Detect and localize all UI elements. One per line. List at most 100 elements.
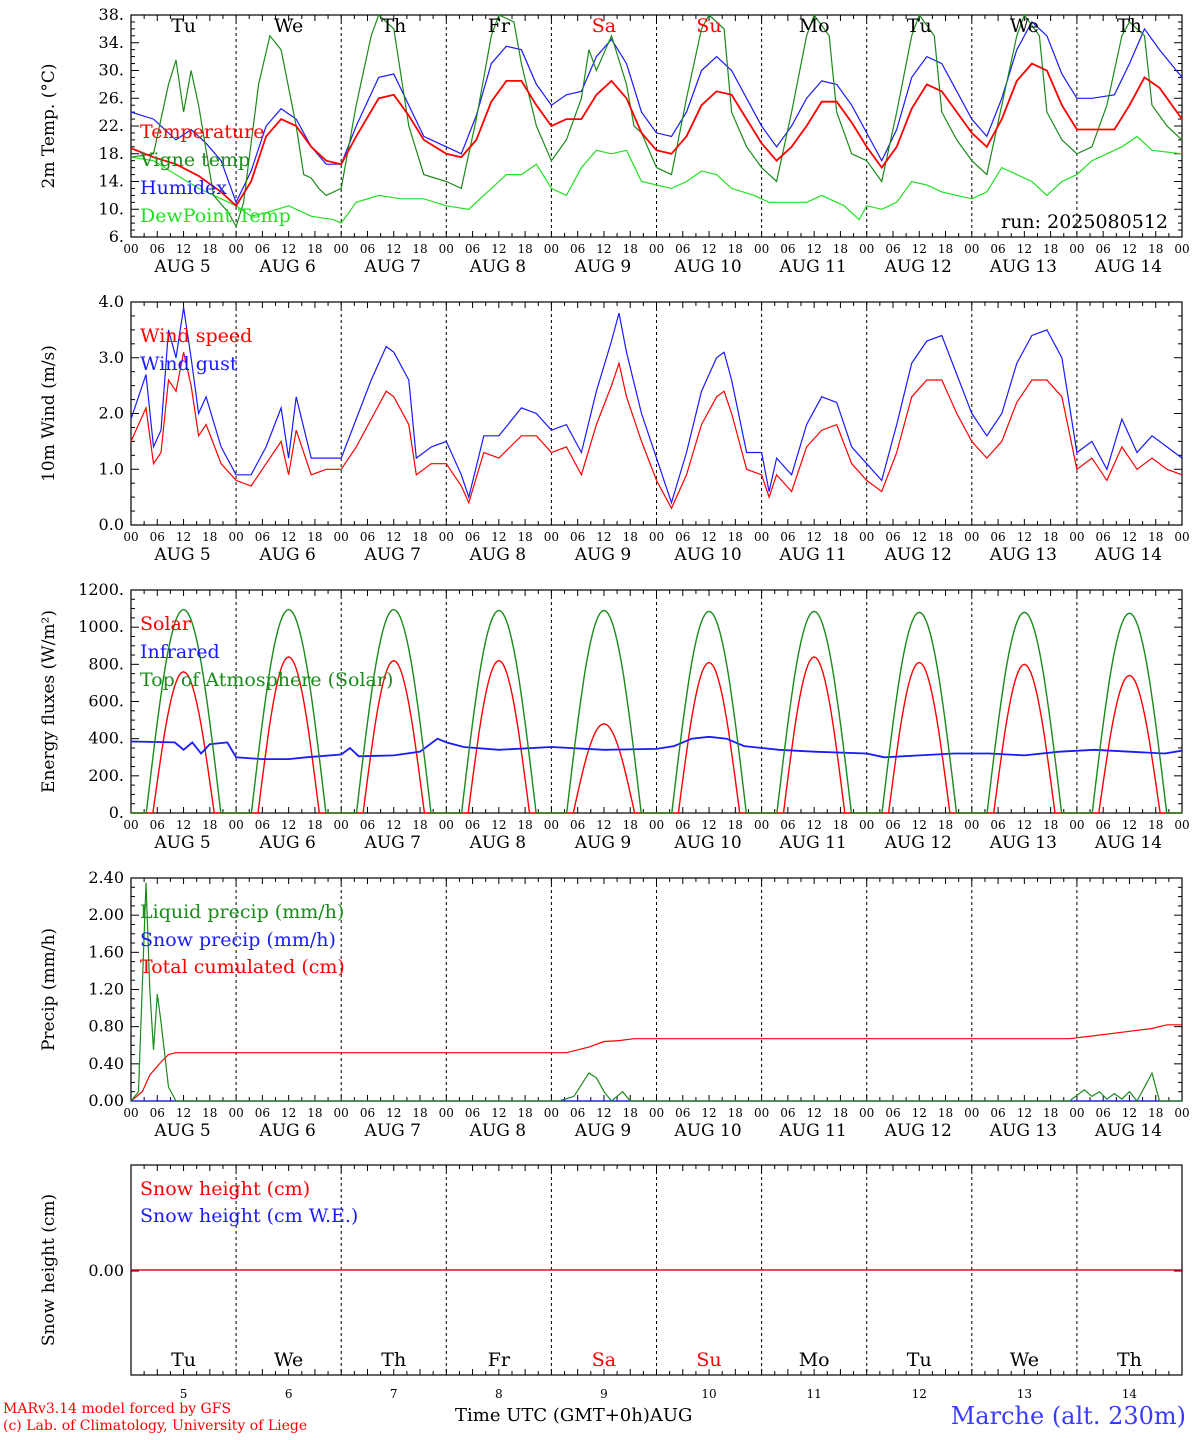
date-label: AUG 7 [364,833,421,853]
date-label: AUG 8 [469,257,526,277]
hour-tick-label: 18 [833,1106,848,1120]
hour-tick-label: 12 [912,242,927,256]
run-label: run: 2025080512 [1001,211,1168,233]
legend-snow-height-cm-: Snow height (cm) [140,1178,310,1200]
hour-tick-label: 18 [412,818,427,832]
hour-tick-label: 00 [439,242,454,256]
hour-tick-label: 18 [728,530,743,544]
hour-tick-label: 18 [202,242,217,256]
hour-tick-label: 18 [1043,242,1058,256]
hour-tick-label: 12 [701,1106,716,1120]
date-number: 10 [701,1387,716,1401]
hour-tick-label: 18 [728,1106,743,1120]
y-tick-label: 10. [99,199,124,218]
hour-tick-label: 00 [754,530,769,544]
hour-tick-label: 18 [307,1106,322,1120]
hour-tick-label: 00 [228,818,243,832]
hour-tick-label: 18 [728,818,743,832]
date-label: AUG 14 [1094,545,1162,565]
weekday-label: Sa [592,1349,616,1371]
y-tick-label: 800. [88,654,124,673]
hour-tick-label: 06 [1096,1106,1111,1120]
date-label: AUG 6 [258,257,315,277]
hour-tick-label: 00 [544,242,559,256]
hour-tick-label: 06 [150,818,165,832]
weekday-label: We [274,1349,303,1371]
hour-tick-label: 00 [754,818,769,832]
legend-snow-precip-mm-h-: Snow precip (mm/h) [140,929,336,951]
series-line-temperature [130,62,1183,208]
hour-tick-label: 06 [255,1106,270,1120]
legend-dewpoint-temp: DewPoint Temp [140,205,291,227]
hour-tick-label: 00 [228,1106,243,1120]
date-number: 6 [285,1387,293,1401]
hour-tick-label: 12 [176,1106,191,1120]
x-axis-title: Time UTC (GMT+0h)AUG [455,1405,692,1426]
hour-tick-label: 00 [1069,1106,1084,1120]
date-label: AUG 14 [1094,1121,1162,1141]
weekday-label: We [1010,1349,1039,1371]
date-label: AUG 10 [673,545,741,565]
date-label: AUG 9 [574,1121,631,1141]
hour-tick-label: 06 [885,1106,900,1120]
weekday-label: Th [1117,15,1142,37]
hour-tick-label: 18 [412,242,427,256]
hour-tick-label: 00 [1069,530,1084,544]
weekday-label: Sa [592,15,616,37]
hour-tick-label: 12 [1122,530,1137,544]
hour-tick-label: 12 [807,530,822,544]
hour-tick-label: 12 [701,530,716,544]
hour-tick-label: 18 [517,1106,532,1120]
weekday-label: We [1010,15,1039,37]
date-label: AUG 11 [779,545,847,565]
date-label: AUG 11 [779,833,847,853]
hour-tick-label: 06 [150,1106,165,1120]
hour-tick-label: 12 [176,242,191,256]
hour-tick-label: 18 [307,818,322,832]
weekday-label: Th [381,1349,406,1371]
hour-tick-label: 06 [1096,818,1111,832]
hour-tick-label: 12 [1122,242,1137,256]
y-tick-label: 3.0 [99,348,124,367]
hour-tick-label: 18 [202,818,217,832]
hour-tick-label: 12 [386,1106,401,1120]
legend-top-of-atmosphere-solar-: Top of Atmosphere (Solar) [140,669,393,691]
hour-tick-label: 12 [807,242,822,256]
y-tick-label: 2.00 [88,905,124,924]
station-name: Marche (alt. 230m) [950,1402,1186,1430]
hour-tick-label: 00 [1174,530,1189,544]
y-tick-label: 0.40 [88,1054,124,1073]
panel-frame [130,589,1183,814]
hour-tick-label: 12 [596,1106,611,1120]
weekday-label: Th [381,15,406,37]
hour-tick-label: 06 [780,530,795,544]
weekday-label: We [274,15,303,37]
hour-tick-label: 06 [360,1106,375,1120]
hour-tick-label: 00 [439,818,454,832]
hour-tick-label: 12 [701,818,716,832]
legend-infrared: Infrared [140,641,220,663]
hour-tick-label: 18 [202,1106,217,1120]
hour-tick-label: 12 [1122,818,1137,832]
hour-tick-label: 00 [439,1106,454,1120]
hour-tick-label: 12 [596,530,611,544]
hour-tick-label: 12 [386,818,401,832]
hour-tick-label: 06 [360,530,375,544]
date-label: AUG 10 [673,257,741,277]
hour-tick-label: 00 [334,1106,349,1120]
y-tick-label: 1200. [78,580,124,599]
hour-tick-label: 06 [885,242,900,256]
hour-tick-label: 06 [990,530,1005,544]
legend-wind-gust: Wind gust [140,353,238,375]
hour-tick-label: 18 [517,242,532,256]
date-label: AUG 7 [364,1121,421,1141]
hour-tick-label: 06 [465,1106,480,1120]
hour-tick-label: 00 [649,818,664,832]
hour-tick-label: 12 [807,818,822,832]
date-label: AUG 11 [779,257,847,277]
hour-tick-label: 00 [859,1106,874,1120]
y-tick-label: 2.40 [88,868,124,887]
legend-liquid-precip-mm-h-: Liquid precip (mm/h) [140,901,344,923]
series-line-wind-speed [130,352,1183,510]
y-axis-label: Precip (mm/h) [39,928,59,1051]
